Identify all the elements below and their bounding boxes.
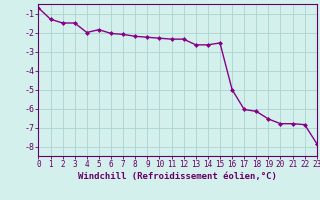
X-axis label: Windchill (Refroidissement éolien,°C): Windchill (Refroidissement éolien,°C) [78,172,277,181]
